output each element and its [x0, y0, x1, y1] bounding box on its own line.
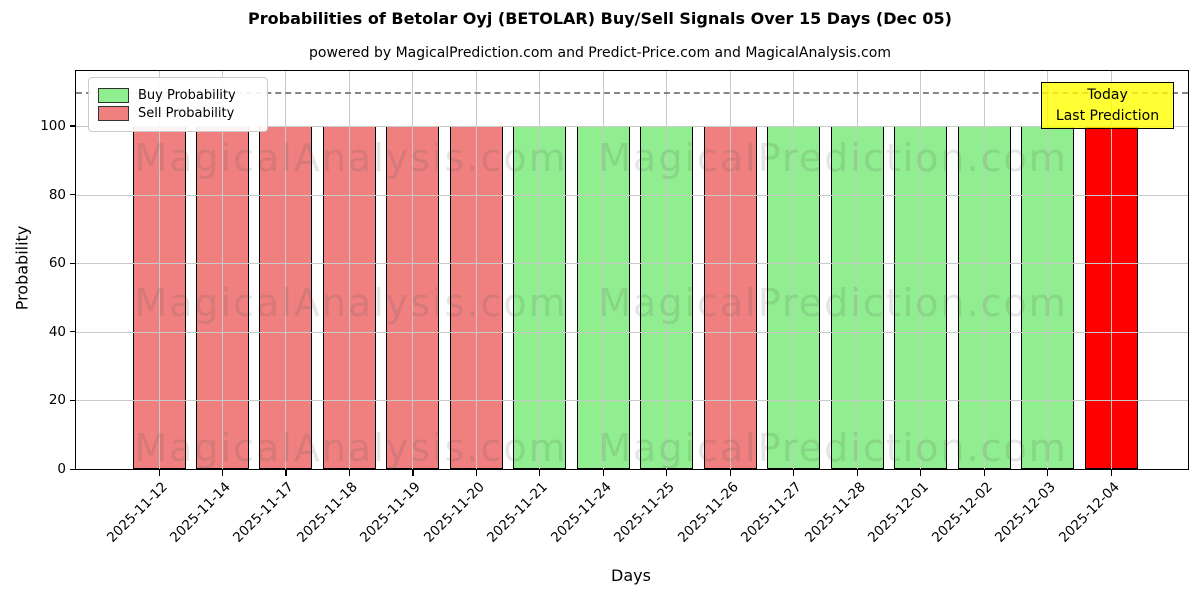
today-annotation-box: Today Last Prediction [1041, 82, 1174, 129]
y-tick [70, 331, 76, 333]
watermark-text: MagicalAnalysis.com [134, 426, 568, 470]
x-tick-label: 2025-11-12 [103, 479, 171, 546]
threshold-dashed-line [76, 91, 1188, 94]
chart-title: Probabilities of Betolar Oyj (BETOLAR) B… [248, 9, 952, 28]
watermark-text: MagicalPrediction.com [598, 136, 1068, 180]
chart-subtitle: powered by MagicalPrediction.com and Pre… [309, 45, 891, 61]
h-gridline [76, 194, 1188, 196]
y-tick-label: 80 [48, 186, 66, 203]
v-gridline [983, 71, 985, 469]
y-tick-label: 100 [40, 117, 66, 134]
x-tick-label: 2025-11-17 [230, 479, 298, 546]
y-tick [70, 125, 76, 127]
y-tick-label: 60 [48, 255, 66, 272]
x-tick [856, 469, 858, 476]
v-gridline [475, 71, 477, 469]
x-tick-label: 2025-12-01 [865, 479, 932, 546]
x-tick-label: 2025-12-03 [992, 479, 1059, 546]
x-tick-label: 2025-11-20 [420, 479, 488, 546]
x-tick [983, 469, 985, 476]
v-gridline [285, 71, 287, 469]
watermark-text: MagicalPrediction.com [598, 426, 1068, 470]
v-gridline [793, 71, 795, 469]
h-gridline [76, 263, 1188, 265]
x-tick-label: 2025-12-02 [928, 479, 996, 546]
v-gridline [221, 71, 223, 469]
x-tick-label: 2025-11-19 [357, 479, 425, 546]
plot-area: 0 20 40 60 80 100 2025-11-12 2025-11-14 2025-11-… [40, 70, 1189, 546]
watermark-text: MagicalPrediction.com [598, 281, 1068, 325]
legend-label-sell: Sell Probability [138, 106, 235, 121]
x-axis-label: Days [611, 566, 651, 585]
x-tick-label: 2025-11-21 [484, 479, 552, 546]
x-tick [475, 469, 478, 476]
legend-label-buy: Buy Probability [138, 88, 236, 103]
today-annotation-line2: Last Prediction [1055, 107, 1160, 124]
x-tick [602, 469, 604, 476]
y-axis-label: Probability [12, 225, 32, 311]
y-tick-label: 0 [57, 461, 66, 477]
today-annotation-line1: Today [1087, 86, 1128, 103]
v-gridline [920, 71, 922, 469]
x-tick-label: 2025-11-18 [293, 479, 361, 546]
x-tick-label: 2025-11-26 [674, 479, 742, 546]
y-tick [70, 399, 76, 402]
h-gridline [76, 331, 1188, 333]
h-gridline [76, 125, 1188, 127]
x-tick [348, 469, 351, 476]
legend: Buy Probability Sell Probability [88, 77, 268, 132]
x-tick [1110, 469, 1112, 476]
x-tick-label: 2025-12-04 [1055, 479, 1123, 546]
legend-item-buy: Buy Probability [98, 88, 258, 103]
x-tick [221, 469, 224, 476]
x-tick [539, 469, 541, 476]
v-gridline [1110, 71, 1112, 469]
x-tick [1047, 469, 1049, 476]
v-gridline [158, 71, 160, 469]
sell-color-swatch [98, 106, 129, 121]
v-gridline [602, 71, 604, 469]
x-tick [666, 469, 668, 476]
v-gridline [539, 71, 541, 469]
x-tick [793, 469, 795, 476]
legend-item-sell: Sell Probability [98, 106, 258, 121]
y-tick-label: 40 [48, 323, 66, 340]
x-tick [285, 469, 287, 476]
x-tick-label: 2025-11-25 [611, 479, 679, 546]
v-gridline [729, 71, 731, 469]
v-gridline [1047, 71, 1049, 469]
v-gridline [412, 71, 414, 469]
buy-color-swatch [98, 88, 129, 103]
x-tick [920, 469, 922, 476]
v-gridline [348, 71, 350, 469]
x-tick [412, 469, 414, 476]
y-tick [70, 468, 76, 470]
v-gridline [666, 71, 668, 469]
x-tick-label: 2025-11-28 [801, 479, 869, 546]
x-tick [729, 469, 731, 476]
y-tick [70, 194, 76, 196]
watermark-text: MagicalAnalysis.com [134, 281, 568, 325]
x-tick-label: 2025-11-14 [166, 479, 234, 546]
watermark-text: MagicalAnalysis.com [134, 136, 568, 180]
x-tick-label: 2025-11-24 [547, 479, 615, 546]
h-gridline [76, 400, 1188, 402]
x-tick-label: 2025-11-27 [738, 479, 805, 546]
y-tick [70, 262, 76, 264]
v-gridline [856, 71, 858, 469]
y-tick-label: 20 [48, 392, 66, 409]
x-tick [158, 469, 160, 476]
